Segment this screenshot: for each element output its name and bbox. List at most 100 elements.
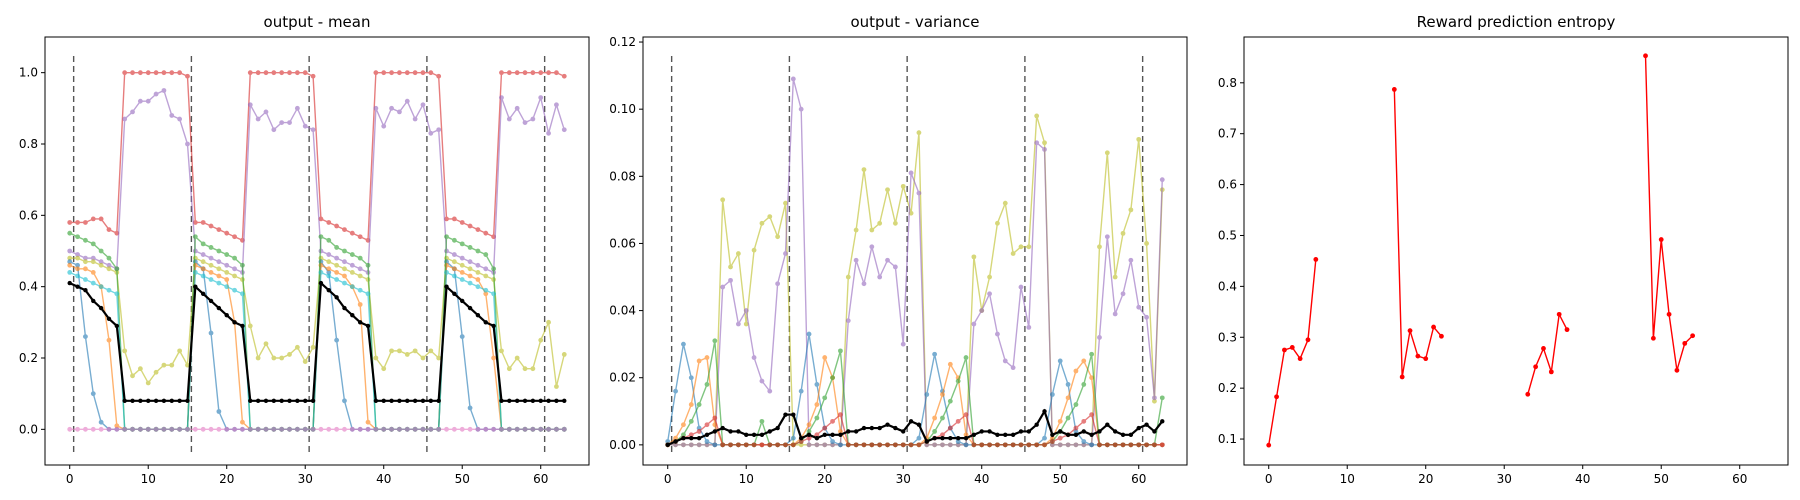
data-point [287,352,292,357]
data-point [688,418,694,424]
data-point [75,252,80,257]
data-point [900,442,906,448]
data-point [342,227,347,233]
data-point [885,187,890,193]
data-point [326,426,332,432]
data-point [1548,369,1554,375]
data-point [1065,395,1071,401]
data-point [1160,419,1165,424]
axes-frame [44,36,590,466]
data-point [538,398,543,403]
y-tick-label: 0.6 [19,208,38,222]
data-point [546,70,551,76]
panel-output-mean: output - mean 0 10 20 30 40 50 600.00.20.40.60… [19,13,590,486]
data-point [1112,429,1118,434]
data-point [814,415,820,421]
data-point [751,247,757,253]
data-point [428,398,434,403]
data-point [216,280,222,286]
data-point [908,419,914,424]
x-tick-label: 60 [533,472,548,486]
data-point [1097,442,1102,448]
data-point [153,70,159,76]
data-point [200,291,206,296]
data-point [1097,335,1102,340]
data-point [522,426,528,432]
y-tick-label: 1.0 [19,66,38,80]
data-point [783,442,788,448]
data-point [279,398,284,403]
data-point [783,412,788,417]
data-point [1026,324,1032,330]
series-line [667,333,1163,446]
series [665,331,1165,448]
data-point [947,361,953,367]
y-tick-label: 0.12 [609,35,636,49]
data-point [1541,346,1546,351]
data-point [240,323,245,329]
data-point [483,426,489,432]
data-point [90,216,96,222]
series-line [667,340,1163,446]
data-point [310,73,316,79]
data-point [83,426,88,432]
data-point [75,284,80,289]
data-point [459,220,465,225]
data-point [130,426,135,432]
series [67,88,567,275]
data-point [704,382,710,387]
data-point [451,216,457,222]
data-point [704,432,710,437]
data-point [294,344,300,350]
data-point [232,287,237,293]
data-point [688,432,694,438]
data-point [743,308,749,313]
data-point [696,358,702,364]
data-point [420,70,426,76]
data-point [349,426,355,432]
data-point [412,398,418,403]
data-point [924,439,929,444]
data-point [451,252,457,257]
data-point [224,270,230,275]
data-point [232,266,237,272]
data-point [467,259,473,265]
data-point [208,245,214,250]
data-point [1136,304,1142,310]
data-point [357,255,363,261]
data-point [838,348,843,354]
data-point [428,348,434,354]
data-point [499,70,504,76]
data-point [1313,256,1319,262]
data-point [389,398,394,403]
data-point [67,259,73,265]
data-point [381,398,386,403]
data-point [83,266,88,272]
data-point [1010,432,1016,437]
data-point [192,220,198,225]
data-point [153,426,159,432]
data-point [114,323,120,329]
data-point [814,435,820,441]
data-point [373,105,379,111]
data-point [1034,422,1039,427]
data-point [483,266,489,272]
data-point [892,220,898,226]
data-point [971,321,977,327]
data-point [397,348,402,354]
data-point [106,227,112,233]
data-point [318,426,324,432]
data-point [114,291,120,297]
series [665,408,1165,448]
data-point [255,70,261,76]
data-point [342,280,347,286]
x-tick-label: 30 [1497,472,1512,486]
data-point [1042,409,1047,414]
data-point [318,280,324,286]
y-tick-label: 0.0 [19,422,38,436]
data-point [90,259,96,265]
data-point [901,429,906,434]
data-point [932,442,938,448]
y-tick-label: 0.6 [1218,178,1237,192]
data-point [845,442,851,448]
